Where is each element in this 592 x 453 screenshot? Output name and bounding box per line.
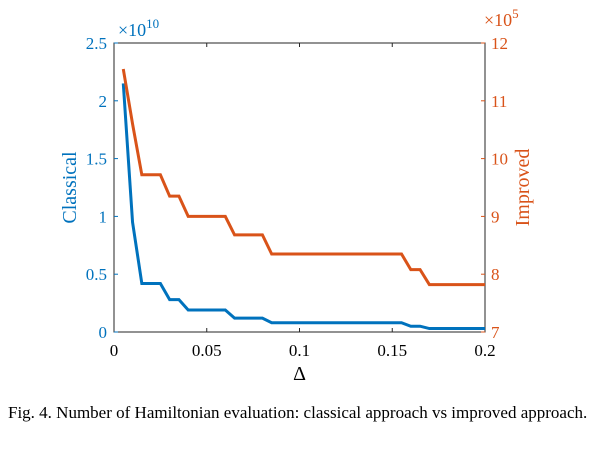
series-line-improved (121, 68, 485, 287)
x-tick-label: 0.15 (377, 341, 407, 360)
right-tick-label: 8 (491, 265, 500, 284)
right-axis-exponent: ×105 (484, 6, 519, 30)
dual-axis-line-chart: 0 0.05 0.1 0.15 0.2 0 0.5 1 1.5 2 2.5 7 8 9 10 11 12 Δ… (59, 6, 534, 385)
left-tick-label: 0 (99, 323, 108, 342)
x-tick-label: 0.05 (192, 341, 222, 360)
x-axis-ticks: 0 0.05 0.1 0.15 0.2 (110, 43, 496, 360)
series-line-classical (121, 83, 485, 331)
x-tick-label: 0.2 (474, 341, 495, 360)
left-tick-label: 1 (99, 207, 108, 226)
right-axis-ticks: 7 8 9 10 11 12 (481, 34, 508, 342)
figure-caption: Fig. 4. Number of Hamiltonian evaluation… (8, 403, 588, 422)
left-axis-label: Classical (59, 151, 81, 224)
x-tick-label: 0.1 (289, 341, 310, 360)
right-tick-label: 7 (491, 323, 500, 342)
x-tick-label: 0 (110, 341, 119, 360)
left-axis-ticks: 0 0.5 1 1.5 2 2.5 (86, 34, 118, 342)
right-tick-label: 11 (491, 92, 507, 111)
right-axis-label: Improved (512, 149, 534, 227)
left-tick-label: 2 (99, 92, 108, 111)
plot-area-frame (113, 42, 486, 333)
x-axis-label: Δ (293, 363, 306, 385)
right-tick-label: 10 (491, 150, 508, 169)
series-layer (121, 68, 485, 331)
left-axis-exponent: ×1010 (118, 16, 159, 40)
right-tick-label: 9 (491, 207, 500, 226)
left-tick-label: 0.5 (86, 265, 107, 284)
right-tick-label: 12 (491, 34, 508, 53)
left-tick-label: 2.5 (86, 34, 107, 53)
left-tick-label: 1.5 (86, 150, 107, 169)
